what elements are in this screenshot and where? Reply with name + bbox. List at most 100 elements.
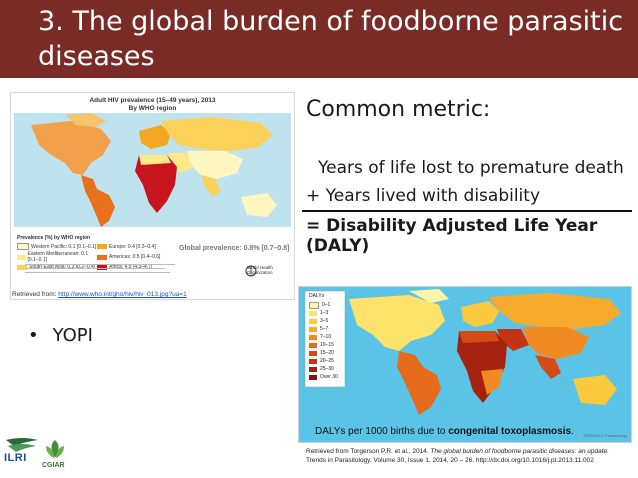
slide-title: 3. The global burden of foodborne parasi…	[38, 6, 624, 72]
hiv-legend-item: Africa: 4.5 [4.3–4.7]	[97, 264, 177, 270]
daly-legend-label: 3–5	[320, 318, 329, 324]
hiv-disclaimer-block	[25, 261, 175, 277]
daly-world-map-graphic	[299, 287, 631, 442]
hiv-legend-swatch	[97, 244, 107, 249]
daly-legend-swatch	[309, 358, 317, 364]
daly-east-asia	[523, 327, 589, 359]
hiv-legend-swatch	[17, 264, 27, 270]
hiv-legend: Prevalence (%) by WHO region Western Pac…	[17, 235, 177, 271]
cgiar-logo-text: CGIAR	[42, 462, 65, 469]
daly-caption-prefix: DALYs per 1000 births due to	[315, 426, 449, 437]
hiv-east-asia	[187, 151, 243, 179]
metric-divider	[302, 210, 632, 212]
daly-legend-swatch	[309, 301, 319, 309]
who-logo: World Health Organization	[245, 265, 281, 277]
ilri-logo-text: ILRI	[4, 452, 27, 464]
hiv-legend-label: Eastern Mediterranean: 0.1 [0.1–0.1]	[27, 251, 89, 263]
hiv-map-source: Retrieved from: http://www.who.int/gho/h…	[12, 291, 187, 298]
daly-toxoplasmosis-map: DALYs 0–1 1–3 3–5 5–7 7–10 10–15 15–20 2…	[298, 286, 632, 443]
hiv-legend-label: Western Pacific: 0.1 [0.1–0.1]	[31, 243, 97, 250]
daly-legend-item: 10–15	[309, 341, 338, 349]
bullet-list: • YOPI	[28, 325, 93, 346]
daly-south-asia	[535, 355, 561, 379]
hiv-north-america	[31, 121, 111, 175]
hiv-legend-heading: Prevalence (%) by WHO region	[17, 235, 91, 241]
daly-legend-item: 0–1	[309, 301, 338, 309]
daly-legend: DALYs 0–1 1–3 3–5 5–7 7–10 10–15 15–20 2…	[309, 293, 338, 381]
daly-legend-label: 20–25	[320, 358, 334, 364]
hiv-legend-item: Americas: 0.5 [0.4–0.6]	[97, 251, 177, 263]
daly-legend-item: 15–20	[309, 349, 338, 357]
daly-legend-swatch	[309, 334, 317, 340]
hiv-russia	[161, 117, 273, 151]
hiv-legend-item: South-East Asia: 0.3 [0.2–0.4]	[17, 264, 97, 270]
cgiar-leaf-icon	[46, 440, 64, 458]
daly-europe	[461, 301, 499, 327]
daly-legend-label: 25–30	[320, 366, 334, 372]
daly-caption-suffix: .	[571, 426, 574, 437]
hiv-legend-swatch	[17, 243, 29, 250]
daly-legend-swatch	[309, 374, 317, 380]
hiv-south-america	[81, 175, 115, 227]
hiv-legend-swatch	[17, 254, 26, 260]
hiv-europe	[139, 125, 171, 149]
daly-map-credit: TRENDS in Parasitology	[583, 433, 627, 438]
disclaimer-line	[25, 272, 170, 273]
ilri-logo: ILRI	[4, 436, 40, 472]
daly-legend-label: Over 30	[320, 374, 338, 380]
hiv-world-map-graphic	[14, 113, 291, 227]
daly-legend-label: 1–3	[320, 310, 329, 316]
disclaimer-line	[25, 268, 165, 269]
hiv-legend-label: Americas: 0.5 [0.4–0.6]	[109, 254, 161, 260]
hiv-africa	[135, 155, 177, 213]
hiv-south-asia	[201, 175, 221, 197]
daly-legend-item: 7–10	[309, 333, 338, 341]
hiv-legend-swatch	[97, 264, 107, 270]
hiv-legend-item: Europe: 0.4 [0.3–0.4]	[97, 243, 177, 250]
daly-russia	[489, 293, 621, 329]
daly-legend-item: 1–3	[309, 309, 338, 317]
daly-south-america	[397, 351, 441, 415]
daly-australia	[573, 375, 617, 405]
daly-legend-label: 10–15	[320, 342, 334, 348]
slide-header: 3. The global burden of foodborne parasi…	[0, 0, 638, 78]
metric-yld: + Years lived with disability	[306, 186, 541, 206]
daly-legend-item: 3–5	[309, 317, 338, 325]
daly-legend-swatch	[309, 350, 317, 356]
daly-southern-africa	[481, 369, 503, 395]
hiv-map-title: Adult HIV prevalence (15–49 years), 2013…	[11, 97, 294, 113]
daly-north-america	[349, 295, 445, 351]
daly-legend-label: 7–10	[320, 334, 332, 340]
hiv-legend-item: Eastern Mediterranean: 0.1 [0.1–0.1]	[17, 251, 97, 263]
daly-legend-item: 20–25	[309, 357, 338, 365]
hiv-legend-list: Western Pacific: 0.1 [0.1–0.1] Europe: 0…	[17, 243, 177, 271]
who-logo-label: World Health Organization	[247, 265, 273, 275]
daly-legend-swatch	[309, 310, 317, 316]
reference-prefix: Retrieved from Torgerson P.R. et al., 20…	[306, 448, 431, 455]
daly-legend-item: 25–30	[309, 365, 338, 373]
bullet-icon: •	[28, 325, 39, 346]
hiv-prevalence-map: Adult HIV prevalence (15–49 years), 2013…	[10, 92, 295, 300]
daly-middle-east	[497, 329, 529, 351]
daly-legend-swatch	[309, 366, 317, 372]
hiv-north-africa	[139, 155, 171, 165]
cgiar-logo: CGIAR	[40, 438, 70, 474]
daly-legend-item: Over 30	[309, 373, 338, 381]
daly-greenland	[409, 289, 449, 303]
daly-legend-label: 0–1	[322, 302, 331, 308]
daly-caption-disease: congenital toxoplasmosis	[448, 426, 572, 437]
hiv-legend-label: South-East Asia: 0.3 [0.2–0.4]	[29, 264, 96, 270]
daly-map-caption: DALYs per 1000 births due to congenital …	[315, 426, 574, 437]
hiv-legend-item: Western Pacific: 0.1 [0.1–0.1]	[17, 243, 97, 250]
hiv-source-link[interactable]: http://www.who.int/gho/hiv/hiv_013.jpg?u…	[58, 291, 187, 298]
metric-title: Common metric:	[306, 97, 491, 122]
hiv-legend-label: Africa: 4.5 [4.3–4.7]	[109, 264, 153, 270]
hiv-legend-swatch	[97, 254, 107, 260]
daly-legend-swatch	[309, 318, 317, 324]
daly-legend-item: 5–7	[309, 325, 338, 333]
daly-legend-swatch	[309, 342, 317, 348]
reference-title: The global burden of foodborne parasitic…	[430, 448, 609, 455]
hiv-greenland	[66, 113, 106, 127]
metric-yll: Years of life lost to premature death	[318, 158, 624, 178]
who-emblem-icon	[245, 265, 257, 277]
